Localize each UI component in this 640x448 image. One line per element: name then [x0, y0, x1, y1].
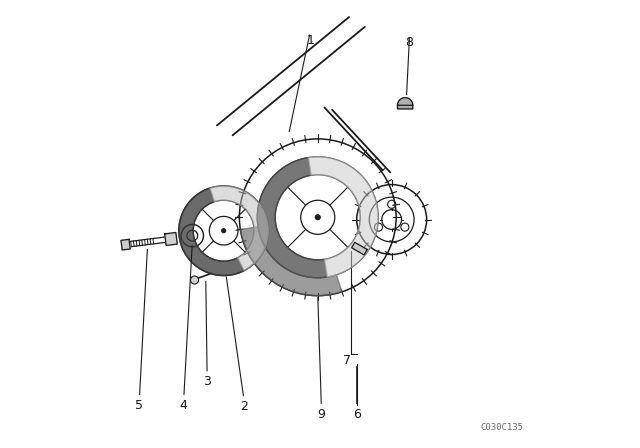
Polygon shape	[308, 157, 378, 277]
Circle shape	[221, 228, 226, 233]
Text: 3: 3	[203, 375, 211, 388]
Polygon shape	[164, 233, 177, 246]
Polygon shape	[121, 239, 130, 250]
Text: 4: 4	[180, 399, 188, 412]
Text: 7: 7	[343, 354, 351, 367]
Circle shape	[315, 215, 321, 220]
Text: 1: 1	[306, 34, 314, 47]
Text: 8: 8	[406, 36, 413, 49]
Text: 6: 6	[353, 408, 361, 421]
Text: C030C135: C030C135	[481, 423, 524, 432]
Circle shape	[191, 276, 198, 284]
Polygon shape	[397, 98, 413, 109]
Polygon shape	[210, 186, 268, 271]
Polygon shape	[351, 242, 367, 255]
Polygon shape	[257, 158, 327, 278]
Text: 5: 5	[136, 399, 143, 412]
Polygon shape	[241, 227, 342, 296]
Text: 9: 9	[317, 408, 325, 421]
Polygon shape	[179, 188, 244, 276]
Text: 2: 2	[240, 400, 248, 414]
